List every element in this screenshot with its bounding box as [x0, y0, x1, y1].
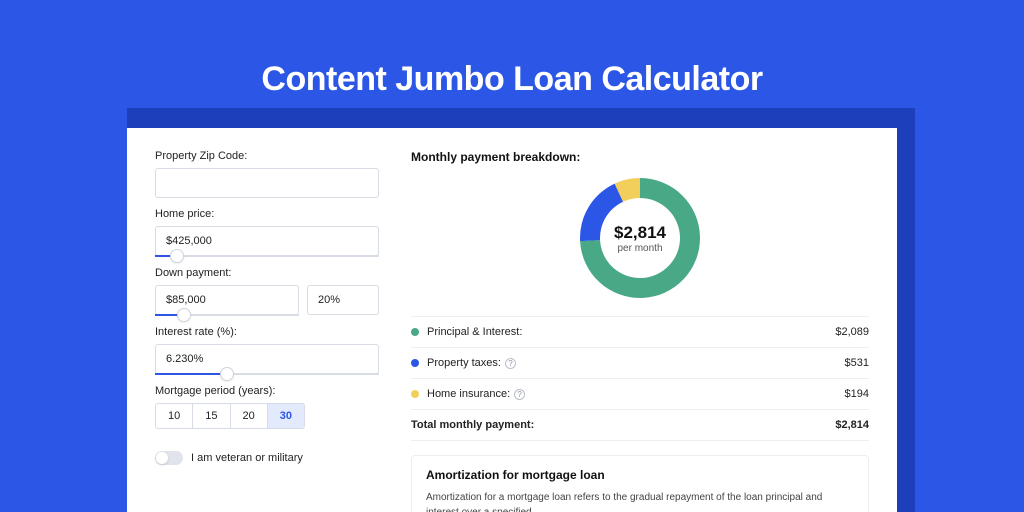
legend-dot-icon: [411, 328, 419, 336]
legend-dot-icon: [411, 359, 419, 367]
down-payment-pct-input[interactable]: [307, 285, 379, 315]
period-btn-15[interactable]: 15: [193, 404, 230, 428]
zip-input[interactable]: [155, 168, 379, 198]
donut-chart: $2,814 per month: [580, 178, 700, 298]
interest-slider[interactable]: [155, 373, 379, 375]
down-payment-slider[interactable]: [155, 314, 299, 316]
legend-total-value: $2,814: [835, 419, 869, 431]
period-btn-10[interactable]: 10: [156, 404, 193, 428]
home-price-input[interactable]: [155, 226, 379, 256]
period-btn-30[interactable]: 30: [268, 404, 304, 428]
legend-value: $194: [845, 388, 869, 400]
legend-label: Principal & Interest:: [427, 326, 835, 338]
down-payment-input[interactable]: [155, 285, 299, 315]
info-icon[interactable]: ?: [505, 358, 516, 369]
amortization-title: Amortization for mortgage loan: [426, 468, 854, 482]
legend-label: Home insurance:?: [427, 388, 845, 400]
amortization-body: Amortization for a mortgage loan refers …: [426, 490, 854, 512]
legend-value: $2,089: [835, 326, 869, 338]
donut-value: $2,814: [614, 223, 666, 243]
legend-total-label: Total monthly payment:: [411, 419, 835, 431]
legend-row: Property taxes:?$531: [411, 348, 869, 379]
veteran-toggle[interactable]: [155, 451, 183, 465]
legend-row: Home insurance:?$194: [411, 379, 869, 410]
veteran-label: I am veteran or military: [191, 452, 303, 464]
calculator-card: Property Zip Code: Home price: Down paym…: [127, 128, 897, 512]
amortization-card: Amortization for mortgage loan Amortizat…: [411, 455, 869, 512]
period-group: 10152030: [155, 403, 305, 429]
page-title: Content Jumbo Loan Calculator: [0, 0, 1024, 99]
legend-total-row: Total monthly payment:$2,814: [411, 410, 869, 441]
breakdown-panel: Monthly payment breakdown: $2,814 per mo…: [397, 128, 897, 512]
legend-label: Property taxes:?: [427, 357, 845, 369]
legend: Principal & Interest:$2,089Property taxe…: [411, 316, 869, 441]
legend-value: $531: [845, 357, 869, 369]
form-panel: Property Zip Code: Home price: Down paym…: [127, 128, 397, 512]
period-label: Mortgage period (years):: [155, 385, 379, 397]
interest-label: Interest rate (%):: [155, 326, 379, 338]
info-icon[interactable]: ?: [514, 389, 525, 400]
home-price-label: Home price:: [155, 208, 379, 220]
breakdown-title: Monthly payment breakdown:: [411, 150, 869, 164]
donut-chart-wrap: $2,814 per month: [411, 164, 869, 316]
donut-sublabel: per month: [617, 243, 662, 254]
legend-row: Principal & Interest:$2,089: [411, 317, 869, 348]
page-background: Content Jumbo Loan Calculator Property Z…: [0, 0, 1024, 512]
period-btn-20[interactable]: 20: [231, 404, 268, 428]
interest-input[interactable]: [155, 344, 379, 374]
legend-dot-icon: [411, 390, 419, 398]
zip-label: Property Zip Code:: [155, 150, 379, 162]
down-payment-label: Down payment:: [155, 267, 379, 279]
home-price-slider[interactable]: [155, 255, 379, 257]
